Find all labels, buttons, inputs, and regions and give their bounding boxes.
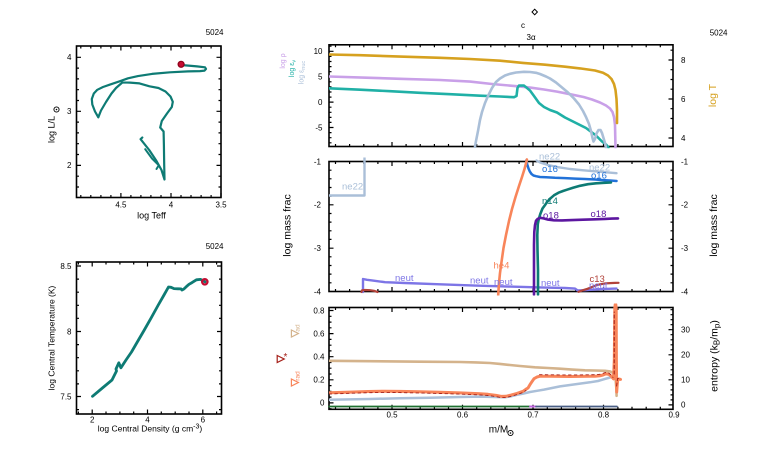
svg-text:0: 0 <box>318 98 323 107</box>
svg-text:log mass frac: log mass frac <box>708 194 720 256</box>
svg-text:7.5: 7.5 <box>60 392 72 401</box>
svg-text:3α: 3α <box>527 33 536 42</box>
svg-text:3.5: 3.5 <box>215 201 227 210</box>
svg-text:0.7: 0.7 <box>527 411 539 420</box>
svg-text:m/M: m/M <box>489 425 508 436</box>
svg-text:rad: rad <box>295 371 302 381</box>
svg-text:5024: 5024 <box>710 29 728 38</box>
svg-text:log Central Density (g cm-3): log Central Density (g cm-3) <box>98 424 203 434</box>
svg-text:8: 8 <box>681 56 686 65</box>
svg-text:log Central Temperature (K): log Central Temperature (K) <box>47 285 57 390</box>
svg-text:-4: -4 <box>681 287 689 296</box>
svg-text:5024: 5024 <box>206 242 224 251</box>
svg-text:10: 10 <box>681 376 690 385</box>
svg-text:ad: ad <box>295 324 302 332</box>
svg-text:0.5: 0.5 <box>386 411 398 420</box>
svg-text:-5: -5 <box>315 123 323 132</box>
svg-text:neut: neut <box>470 276 489 287</box>
svg-text:c: c <box>521 21 525 30</box>
svg-text:4: 4 <box>681 134 686 143</box>
svg-text:log mass frac: log mass frac <box>282 194 294 256</box>
svg-text:5: 5 <box>318 73 323 82</box>
svg-text:6: 6 <box>201 416 206 425</box>
svg-text:log L/L: log L/L <box>47 116 57 143</box>
svg-text:-4: -4 <box>314 287 322 296</box>
svg-text:-3: -3 <box>681 244 689 253</box>
svg-text:0.9: 0.9 <box>668 411 680 420</box>
svg-text:2: 2 <box>90 416 95 425</box>
svg-text:ne22: ne22 <box>342 182 363 193</box>
svg-text:log εν: log εν <box>289 60 298 77</box>
svg-text:-2: -2 <box>681 201 689 210</box>
svg-text:ne22: ne22 <box>589 163 610 174</box>
svg-text:neut: neut <box>494 277 513 288</box>
svg-text:10: 10 <box>314 47 323 56</box>
svg-text:-2: -2 <box>314 201 322 210</box>
svg-text:ne22: ne22 <box>539 152 560 163</box>
svg-text:0.8: 0.8 <box>313 306 325 315</box>
svg-text:0.4: 0.4 <box>313 353 325 362</box>
svg-text:log ρ: log ρ <box>280 53 287 68</box>
svg-text:4: 4 <box>67 53 72 62</box>
svg-text:0.6: 0.6 <box>457 411 469 420</box>
svg-text:o18: o18 <box>543 211 559 222</box>
svg-text:0.6: 0.6 <box>313 329 325 338</box>
svg-text:-1: -1 <box>314 157 322 166</box>
svg-text:8: 8 <box>67 327 72 336</box>
svg-text:log T: log T <box>707 83 719 107</box>
svg-text:20: 20 <box>681 351 690 360</box>
svg-text:n14: n14 <box>542 196 558 207</box>
svg-text:neut: neut <box>589 281 608 292</box>
svg-text:0: 0 <box>681 401 686 410</box>
svg-text:30: 30 <box>681 326 690 335</box>
svg-text:entropy (kB/mp): entropy (kB/mp) <box>709 320 722 392</box>
svg-text:5024: 5024 <box>206 28 224 37</box>
svg-text:he4: he4 <box>494 261 510 272</box>
svg-text:log Teff: log Teff <box>137 211 166 221</box>
svg-text:0.8: 0.8 <box>598 411 610 420</box>
svg-text:-1: -1 <box>681 157 689 166</box>
svg-text:neut: neut <box>541 278 560 289</box>
svg-text:4: 4 <box>169 201 174 210</box>
svg-text:o18: o18 <box>591 209 607 220</box>
svg-text:o16: o16 <box>542 164 558 175</box>
svg-text:0.2: 0.2 <box>313 376 325 385</box>
svg-text:-3: -3 <box>314 244 322 253</box>
svg-text:3: 3 <box>67 107 72 116</box>
svg-text:log εnuc: log εnuc <box>299 61 308 85</box>
svg-text:0: 0 <box>320 399 325 408</box>
svg-text:2: 2 <box>67 161 72 170</box>
svg-text:*: * <box>284 352 288 363</box>
svg-text:4: 4 <box>145 416 150 425</box>
svg-text:8.5: 8.5 <box>60 262 72 271</box>
svg-text:4.5: 4.5 <box>115 201 127 210</box>
svg-text:6: 6 <box>681 95 686 104</box>
svg-text:neut: neut <box>395 273 414 284</box>
svg-text:c13: c13 <box>590 274 605 285</box>
svg-text:o16: o16 <box>591 171 607 182</box>
